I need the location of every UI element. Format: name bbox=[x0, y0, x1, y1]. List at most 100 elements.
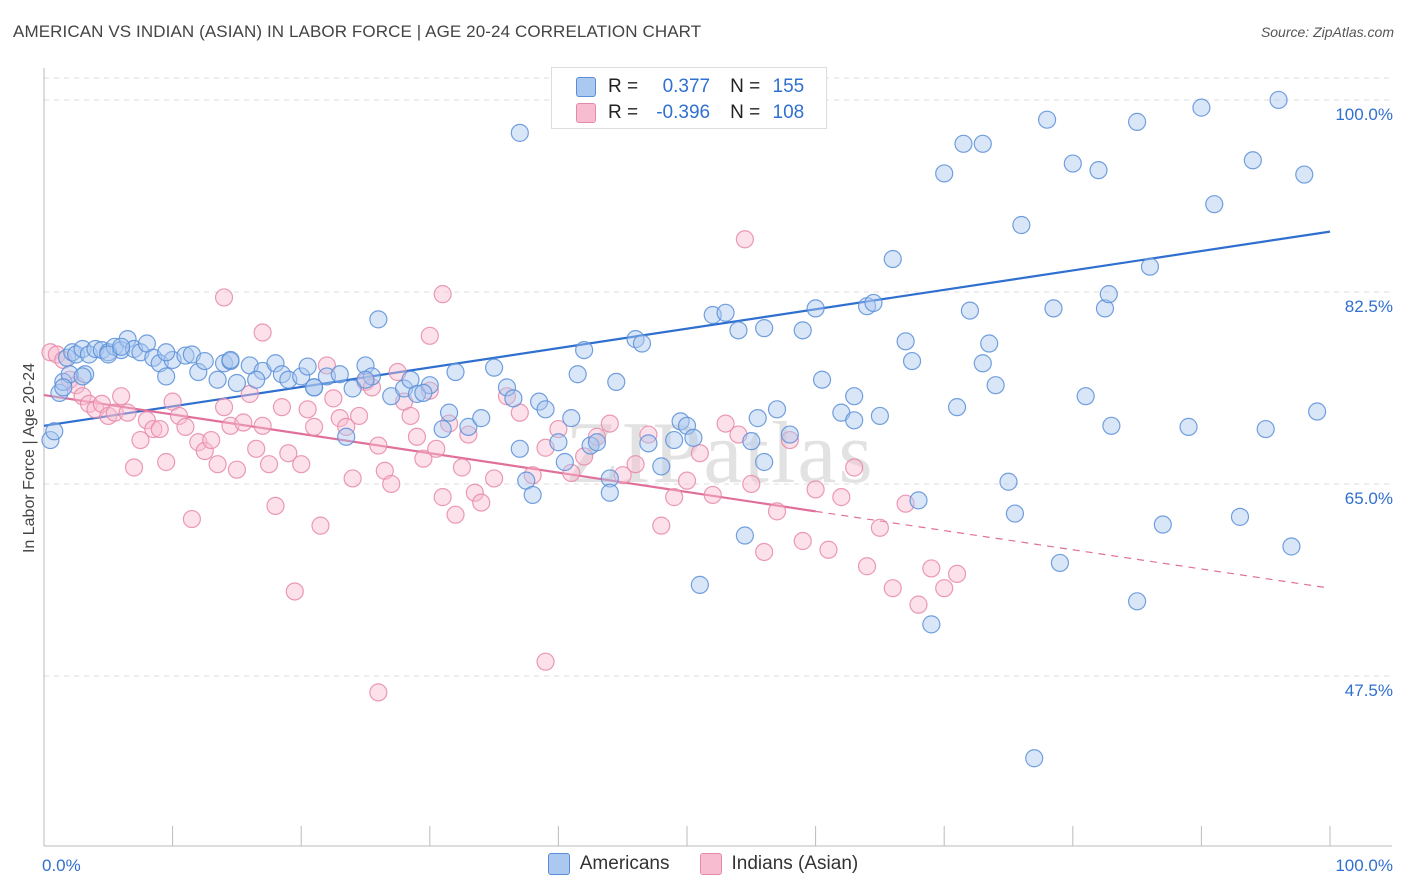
american-point bbox=[41, 430, 60, 450]
indian-point bbox=[935, 579, 954, 598]
indian-point bbox=[427, 439, 446, 458]
legend-swatch-americans bbox=[547, 853, 570, 875]
american-point bbox=[1037, 110, 1057, 129]
american-point bbox=[806, 299, 825, 318]
indian-point bbox=[414, 449, 433, 468]
indians-trend-extension bbox=[815, 510, 1331, 589]
indian-point bbox=[433, 285, 452, 304]
american-point bbox=[1005, 504, 1025, 523]
american-point bbox=[292, 367, 311, 386]
american-point bbox=[973, 354, 992, 373]
axes-layer bbox=[43, 68, 1392, 847]
american-point bbox=[555, 452, 574, 472]
american-point bbox=[439, 403, 459, 422]
american-point bbox=[845, 387, 864, 406]
indian-point bbox=[575, 447, 594, 466]
american-point bbox=[742, 432, 761, 451]
indian-point bbox=[549, 419, 568, 439]
american-point bbox=[632, 334, 652, 353]
y-tick-label: 82.5% bbox=[1345, 297, 1393, 316]
american-point bbox=[896, 332, 915, 351]
indian-point bbox=[311, 516, 330, 535]
indian-point bbox=[716, 414, 735, 433]
indian-point bbox=[157, 452, 176, 472]
chart-title: AMERICAN VS INDIAN (ASIAN) IN LABOR FORC… bbox=[13, 22, 702, 41]
american-point bbox=[1063, 154, 1082, 173]
series-legend: Americans Indians (Asian) bbox=[0, 851, 1406, 877]
legend-row-indians: R = -0.396 N = 108 bbox=[576, 101, 804, 125]
american-point bbox=[157, 367, 176, 386]
american-point bbox=[1205, 195, 1224, 214]
american-point bbox=[459, 417, 478, 436]
stats-legend: R = 0.377 N = 155 R = -0.396 N = 108 bbox=[551, 67, 827, 129]
indian-point bbox=[292, 455, 311, 474]
american-point bbox=[812, 370, 832, 389]
american-point bbox=[864, 293, 883, 313]
american-point bbox=[330, 365, 349, 384]
american-point bbox=[1153, 515, 1172, 534]
american-point bbox=[221, 350, 240, 370]
american-point bbox=[793, 321, 812, 340]
american-point bbox=[536, 400, 555, 419]
indian-point bbox=[793, 531, 812, 551]
american-point bbox=[433, 419, 452, 439]
american-point bbox=[298, 357, 317, 376]
american-point bbox=[414, 383, 433, 402]
indian-point bbox=[253, 323, 272, 342]
indian-point bbox=[401, 406, 420, 426]
american-point bbox=[587, 433, 607, 452]
american-point bbox=[780, 425, 799, 444]
american-point bbox=[755, 319, 774, 338]
american-point bbox=[600, 469, 619, 488]
legend-r-value-indians: -0.396 bbox=[656, 102, 711, 123]
american-point bbox=[485, 358, 504, 377]
american-point bbox=[157, 343, 176, 362]
american-point bbox=[845, 411, 864, 430]
indian-point bbox=[369, 436, 388, 455]
indian-point bbox=[214, 288, 234, 307]
american-point bbox=[954, 134, 973, 153]
american-point bbox=[45, 422, 64, 441]
x-tick-label: 100.0% bbox=[1335, 856, 1393, 875]
american-point bbox=[1089, 161, 1108, 180]
legend-item-indians[interactable]: Indians (Asian) bbox=[699, 853, 859, 875]
indian-point bbox=[343, 469, 362, 488]
legend-item-americans[interactable]: Americans bbox=[547, 853, 670, 875]
american-point bbox=[112, 337, 131, 356]
indian-point bbox=[259, 455, 279, 474]
legend-label-americans: Americans bbox=[579, 853, 670, 874]
legend-r-value-americans: 0.377 bbox=[662, 76, 711, 97]
american-point bbox=[1050, 553, 1070, 573]
american-point bbox=[767, 400, 787, 419]
indian-point bbox=[832, 488, 851, 507]
american-point bbox=[1295, 165, 1314, 184]
indian-point bbox=[279, 444, 298, 463]
indian-point bbox=[819, 540, 838, 559]
indian-point bbox=[446, 505, 465, 524]
indian-point bbox=[176, 417, 195, 436]
legend-n-value-americans: 155 bbox=[772, 76, 805, 97]
indian-point bbox=[118, 403, 137, 422]
american-point bbox=[947, 398, 967, 417]
american-point bbox=[1140, 257, 1160, 276]
american-point bbox=[189, 362, 208, 382]
american-point bbox=[73, 367, 92, 386]
indian-point bbox=[909, 595, 928, 614]
american-point bbox=[356, 356, 375, 375]
american-point bbox=[504, 389, 523, 408]
legend-n-value-indians: 108 bbox=[772, 102, 805, 123]
american-point bbox=[266, 354, 285, 373]
indian-point bbox=[285, 582, 304, 601]
indian-point bbox=[214, 398, 234, 417]
american-point bbox=[716, 303, 735, 322]
american-point bbox=[446, 362, 465, 382]
legend-label-indians: Indians (Asian) bbox=[731, 853, 859, 874]
american-point bbox=[1076, 387, 1095, 406]
indian-point bbox=[298, 400, 317, 419]
indian-point bbox=[382, 474, 401, 494]
american-point bbox=[755, 452, 774, 472]
american-point bbox=[1179, 417, 1198, 436]
american-point bbox=[1127, 112, 1147, 131]
indian-point bbox=[485, 469, 504, 488]
indian-point bbox=[253, 416, 272, 435]
